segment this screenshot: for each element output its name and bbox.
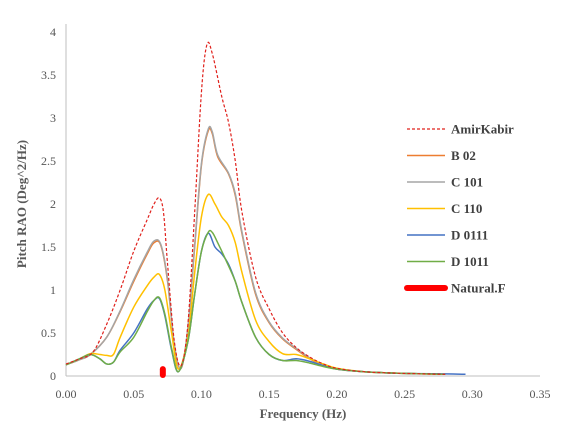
x-tick-label: 0.10 — [191, 387, 212, 401]
legend-c-110-label: C 110 — [451, 201, 482, 216]
y-tick-label: 1.5 — [41, 240, 56, 254]
y-tick-label: 3.5 — [41, 68, 56, 82]
x-tick-label: 0.05 — [123, 387, 144, 401]
legend: AmirKabir B 02 C 101 C 110 D 0111 D 1011 Natur… — [404, 122, 514, 296]
axes-layer: 0.00 0.05 0.10 0.15 0.20 0.25 0.30 0.35 0 0.5 1 1.5… — [41, 24, 551, 401]
series-line-d-1011 — [65, 229, 446, 376]
legend-d-1011-label: D 1011 — [451, 254, 489, 269]
series-line-d-0111 — [65, 232, 466, 376]
x-tick-label: 0.30 — [462, 387, 483, 401]
y-tick-label: 2 — [50, 197, 56, 211]
series-line-c-101 — [65, 125, 446, 376]
x-tick-label: 0.15 — [259, 387, 280, 401]
legend-natural-f-label: Natural.F — [451, 281, 506, 296]
y-tick-label: 0.5 — [41, 326, 56, 340]
y-axis-title: Pitch RAO (Deg^2/Hz) — [14, 140, 29, 268]
x-tick-label: 0.25 — [394, 387, 415, 401]
axis-titles: Frequency (Hz) Pitch RAO (Deg^2/Hz) — [14, 140, 346, 421]
x-tick-label: 0.35 — [530, 387, 551, 401]
y-tick-label: 1 — [50, 283, 56, 297]
legend-c-101-label: C 101 — [451, 175, 483, 190]
y-tick-label: 4 — [50, 25, 56, 39]
x-axis-title: Frequency (Hz) — [260, 406, 347, 421]
x-tick-label: 0.00 — [56, 387, 77, 401]
y-tick-label: 3 — [50, 111, 56, 125]
y-tick-label: 2.5 — [41, 154, 56, 168]
legend-amirkabir-label: AmirKabir — [451, 122, 514, 137]
series-layer — [65, 41, 466, 378]
series-line-c-110 — [65, 193, 446, 376]
x-tick-label: 0.20 — [326, 387, 347, 401]
legend-d-0111-label: D 0111 — [451, 228, 488, 243]
legend-b-02-label: B 02 — [451, 148, 476, 163]
series-line-amirkabir — [65, 41, 446, 375]
y-tick-label: 0 — [50, 369, 56, 383]
